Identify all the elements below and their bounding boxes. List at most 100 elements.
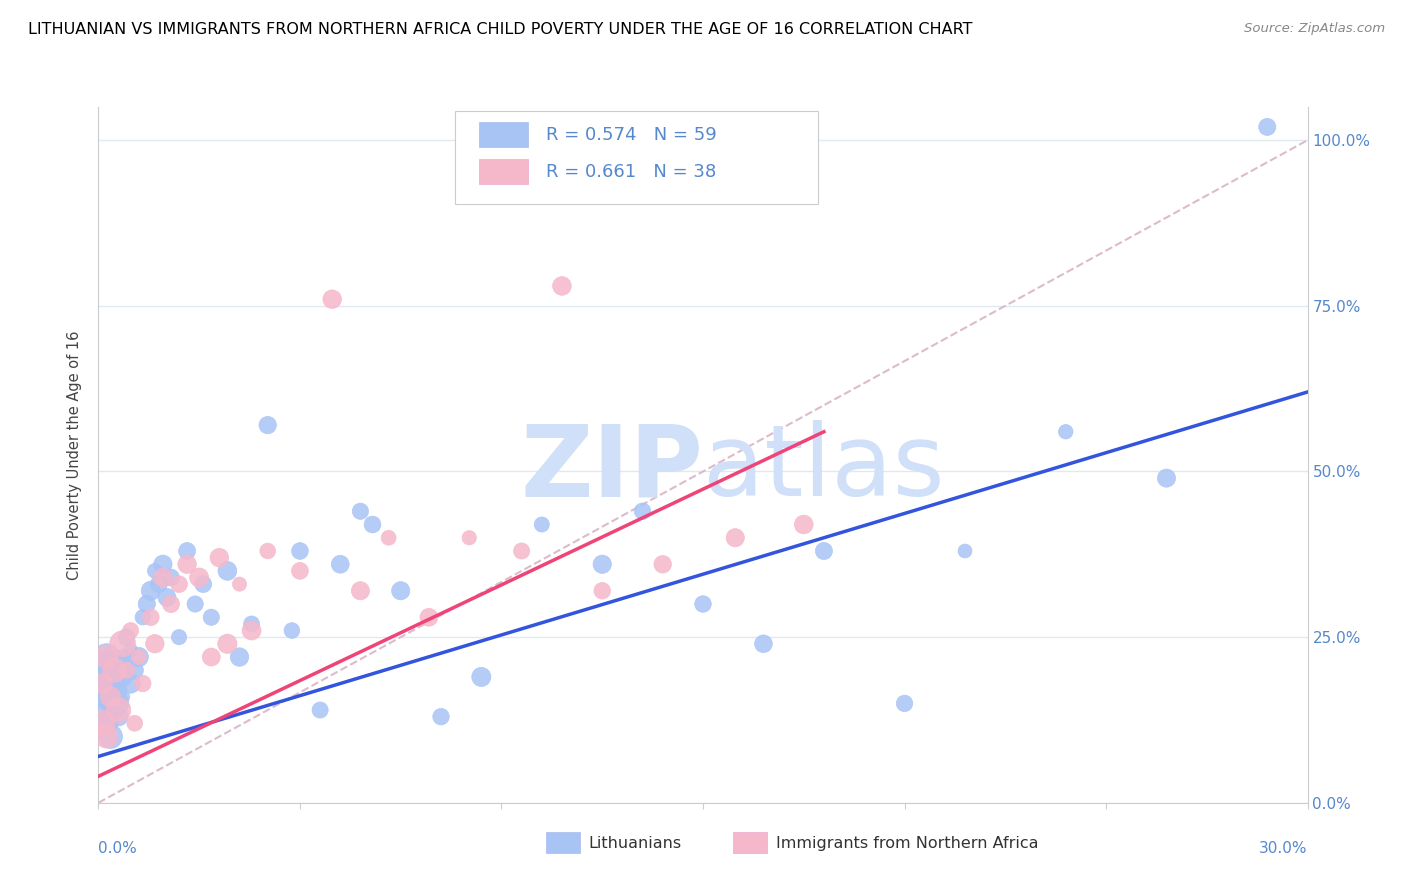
Point	[176, 558, 198, 572]
Point	[96, 730, 118, 744]
Point	[470, 670, 492, 684]
Point	[91, 716, 114, 731]
Point	[143, 564, 166, 578]
Point	[188, 570, 211, 584]
Point	[217, 637, 239, 651]
Point	[288, 564, 311, 578]
Point	[120, 643, 142, 657]
Point	[156, 591, 179, 605]
Bar	[734, 832, 768, 853]
Point	[107, 683, 129, 698]
Point	[103, 663, 125, 677]
Point	[167, 577, 190, 591]
Point	[551, 279, 574, 293]
Point	[591, 583, 613, 598]
Point	[91, 676, 114, 690]
Point	[208, 550, 231, 565]
Text: 30.0%: 30.0%	[1260, 841, 1308, 856]
Point	[200, 610, 222, 624]
Point	[128, 650, 150, 665]
Point	[96, 716, 118, 731]
Point	[724, 531, 747, 545]
Point	[100, 690, 122, 704]
Point	[132, 676, 155, 690]
Point	[115, 663, 138, 677]
Point	[458, 531, 481, 545]
Point	[377, 531, 399, 545]
Text: atlas: atlas	[703, 420, 945, 517]
Point	[143, 637, 166, 651]
Point	[111, 637, 134, 651]
Point	[148, 577, 170, 591]
Point	[100, 730, 122, 744]
Point	[160, 570, 183, 584]
Point	[103, 663, 125, 677]
Text: R = 0.574   N = 59: R = 0.574 N = 59	[546, 126, 717, 144]
Point	[256, 544, 278, 558]
Point	[124, 663, 146, 677]
Point	[107, 709, 129, 723]
Point	[813, 544, 835, 558]
Point	[91, 683, 114, 698]
Point	[893, 697, 915, 711]
Bar	[546, 832, 579, 853]
Point	[120, 624, 142, 638]
Point	[361, 517, 384, 532]
Point	[1256, 120, 1278, 134]
Point	[132, 610, 155, 624]
Point	[193, 577, 215, 591]
Point	[752, 637, 775, 651]
Point	[152, 558, 174, 572]
Y-axis label: Child Poverty Under the Age of 16: Child Poverty Under the Age of 16	[67, 330, 83, 580]
Point	[1156, 471, 1178, 485]
Point	[176, 544, 198, 558]
Text: LITHUANIAN VS IMMIGRANTS FROM NORTHERN AFRICA CHILD POVERTY UNDER THE AGE OF 16 : LITHUANIAN VS IMMIGRANTS FROM NORTHERN A…	[28, 22, 973, 37]
Point	[240, 616, 263, 631]
Point	[418, 610, 440, 624]
Point	[692, 597, 714, 611]
Point	[228, 577, 250, 591]
Text: ZIP: ZIP	[520, 420, 703, 517]
Point	[139, 583, 162, 598]
Point	[349, 504, 371, 518]
Point	[321, 292, 343, 306]
Point	[115, 630, 138, 644]
Point	[139, 610, 162, 624]
Point	[103, 697, 125, 711]
Point	[160, 597, 183, 611]
Point	[329, 558, 352, 572]
Point	[111, 690, 134, 704]
Point	[530, 517, 553, 532]
Point	[152, 570, 174, 584]
Point	[107, 703, 129, 717]
Point	[510, 544, 533, 558]
Bar	[479, 159, 527, 184]
Point	[430, 709, 453, 723]
Point	[96, 690, 118, 704]
Text: Source: ZipAtlas.com: Source: ZipAtlas.com	[1244, 22, 1385, 36]
Point	[793, 517, 815, 532]
Point	[228, 650, 250, 665]
Point	[91, 663, 114, 677]
Point	[184, 597, 207, 611]
Point	[100, 657, 122, 671]
Point	[91, 703, 114, 717]
Point	[124, 716, 146, 731]
Point	[217, 564, 239, 578]
Text: Lithuanians: Lithuanians	[588, 836, 682, 851]
Point	[135, 597, 157, 611]
Point	[100, 676, 122, 690]
Point	[111, 670, 134, 684]
Point	[120, 676, 142, 690]
Point	[111, 650, 134, 665]
Point	[96, 650, 118, 665]
Text: 0.0%: 0.0%	[98, 841, 138, 856]
Point	[256, 418, 278, 433]
Point	[389, 583, 412, 598]
Point	[281, 624, 304, 638]
Point	[591, 558, 613, 572]
Text: R = 0.661   N = 38: R = 0.661 N = 38	[546, 162, 716, 181]
Point	[1054, 425, 1077, 439]
Point	[128, 650, 150, 665]
Point	[288, 544, 311, 558]
